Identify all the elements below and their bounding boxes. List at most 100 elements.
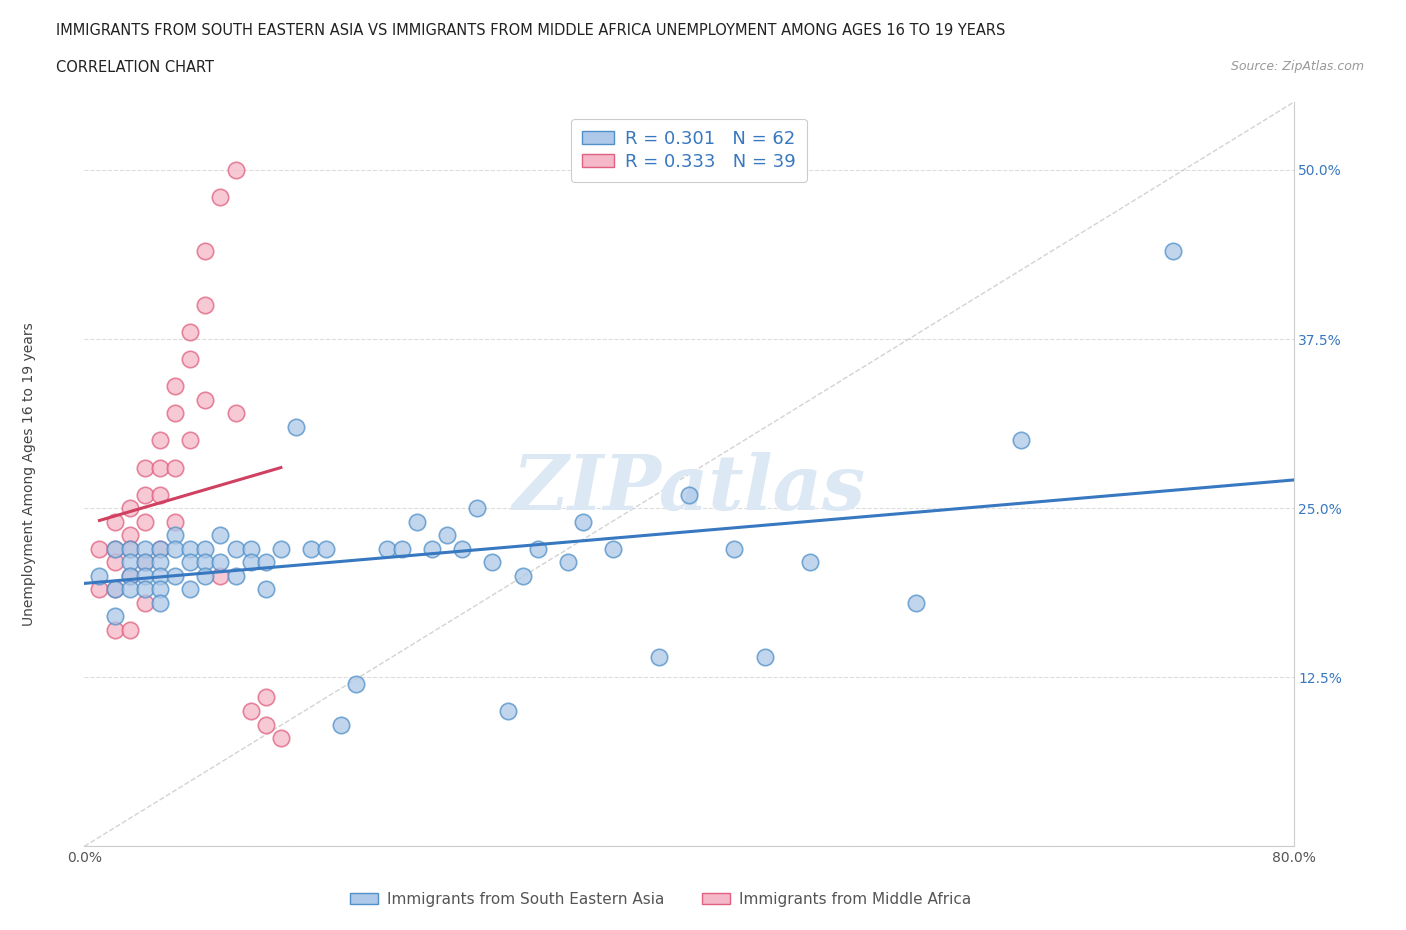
Point <box>239 555 262 570</box>
Point <box>330 717 353 732</box>
Point <box>163 406 186 421</box>
Point <box>194 244 217 259</box>
Point <box>134 595 156 610</box>
Point <box>149 541 172 556</box>
Point <box>118 582 141 597</box>
Point <box>149 555 172 570</box>
Point <box>225 541 247 556</box>
Point <box>149 582 172 597</box>
Point <box>118 500 141 515</box>
Text: Source: ZipAtlas.com: Source: ZipAtlas.com <box>1230 60 1364 73</box>
Point <box>194 555 217 570</box>
Point <box>104 514 127 529</box>
Point <box>163 379 186 393</box>
Point <box>254 717 277 732</box>
Point <box>134 555 156 570</box>
Point <box>163 527 186 542</box>
Point <box>179 433 201 448</box>
Point <box>239 704 262 719</box>
Point <box>104 582 127 597</box>
Point <box>467 500 489 515</box>
Text: CORRELATION CHART: CORRELATION CHART <box>56 60 214 75</box>
Point <box>179 582 201 597</box>
Point <box>678 487 700 502</box>
Point <box>225 163 247 178</box>
Point <box>209 527 232 542</box>
Point <box>89 568 111 583</box>
Point <box>436 527 458 542</box>
Point <box>149 595 172 610</box>
Point <box>225 568 247 583</box>
Point <box>118 622 141 637</box>
Point <box>254 690 277 705</box>
Point <box>346 676 368 691</box>
Point <box>496 704 519 719</box>
Point <box>104 582 127 597</box>
Legend: Immigrants from South Eastern Asia, Immigrants from Middle Africa: Immigrants from South Eastern Asia, Immi… <box>344 886 977 913</box>
Point <box>284 419 308 434</box>
Point <box>104 609 127 624</box>
Point <box>149 487 172 502</box>
Point <box>754 649 776 664</box>
Point <box>149 541 172 556</box>
Point <box>149 433 172 448</box>
Point <box>89 541 111 556</box>
Point <box>1010 433 1032 448</box>
Point <box>149 568 172 583</box>
Point <box>179 541 201 556</box>
Point <box>104 541 127 556</box>
Point <box>163 541 186 556</box>
Point <box>557 555 579 570</box>
Point <box>104 555 127 570</box>
Point <box>1161 244 1184 259</box>
Point <box>89 582 111 597</box>
Legend: R = 0.301   N = 62, R = 0.333   N = 39: R = 0.301 N = 62, R = 0.333 N = 39 <box>571 119 807 182</box>
Point <box>118 568 141 583</box>
Point <box>104 541 127 556</box>
Point <box>104 622 127 637</box>
Text: ZIPatlas: ZIPatlas <box>512 452 866 526</box>
Point <box>118 541 141 556</box>
Point <box>134 582 156 597</box>
Point <box>118 568 141 583</box>
Point <box>270 731 292 746</box>
Point <box>149 460 172 475</box>
Point <box>375 541 398 556</box>
Point <box>163 514 186 529</box>
Point <box>239 541 262 556</box>
Y-axis label: Unemployment Among Ages 16 to 19 years: Unemployment Among Ages 16 to 19 years <box>21 323 35 626</box>
Point <box>799 555 821 570</box>
Point <box>209 190 232 205</box>
Point <box>254 555 277 570</box>
Point <box>315 541 337 556</box>
Point <box>451 541 474 556</box>
Point <box>134 555 156 570</box>
Point <box>209 555 232 570</box>
Point <box>163 460 186 475</box>
Point <box>194 298 217 312</box>
Point <box>179 352 201 366</box>
Point <box>406 514 429 529</box>
Point <box>209 568 232 583</box>
Point <box>647 649 671 664</box>
Point <box>134 487 156 502</box>
Point <box>723 541 745 556</box>
Text: IMMIGRANTS FROM SOUTH EASTERN ASIA VS IMMIGRANTS FROM MIDDLE AFRICA UNEMPLOYMENT: IMMIGRANTS FROM SOUTH EASTERN ASIA VS IM… <box>56 23 1005 38</box>
Point <box>420 541 443 556</box>
Point <box>904 595 927 610</box>
Point <box>134 460 156 475</box>
Point <box>134 514 156 529</box>
Point <box>194 392 217 407</box>
Point <box>194 541 217 556</box>
Point <box>194 568 217 583</box>
Point <box>572 514 595 529</box>
Point <box>526 541 548 556</box>
Point <box>134 541 156 556</box>
Point <box>602 541 624 556</box>
Point <box>270 541 292 556</box>
Point <box>134 568 156 583</box>
Point <box>299 541 322 556</box>
Point <box>481 555 503 570</box>
Point <box>391 541 413 556</box>
Point <box>512 568 534 583</box>
